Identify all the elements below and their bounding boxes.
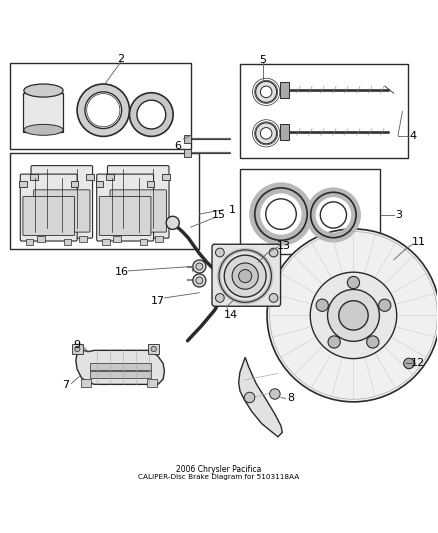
Circle shape	[328, 289, 379, 341]
Circle shape	[339, 301, 368, 330]
Bar	[106, 174, 114, 180]
Circle shape	[316, 299, 328, 311]
Bar	[184, 149, 191, 157]
Circle shape	[87, 94, 120, 127]
Bar	[72, 344, 83, 354]
Bar	[26, 239, 33, 245]
Bar	[147, 379, 156, 386]
Circle shape	[239, 270, 252, 282]
FancyBboxPatch shape	[212, 244, 281, 306]
Text: 17: 17	[151, 296, 165, 305]
Circle shape	[244, 392, 255, 403]
FancyBboxPatch shape	[20, 174, 77, 241]
Bar	[19, 181, 27, 188]
Circle shape	[151, 346, 156, 352]
Bar	[23, 93, 63, 132]
Circle shape	[267, 229, 438, 402]
Text: 14: 14	[224, 310, 238, 319]
Text: 15: 15	[212, 210, 226, 220]
Circle shape	[378, 299, 391, 311]
Circle shape	[166, 216, 179, 229]
Text: 3: 3	[396, 210, 403, 220]
Bar	[240, 169, 380, 254]
Circle shape	[328, 336, 340, 348]
Bar	[11, 153, 199, 249]
Bar	[113, 236, 121, 242]
Circle shape	[137, 100, 166, 129]
Bar	[71, 181, 78, 188]
Text: CALIPER-Disc Brake Diagram for 5103118AA: CALIPER-Disc Brake Diagram for 5103118AA	[138, 474, 300, 480]
Bar	[148, 344, 159, 354]
Bar	[140, 239, 147, 245]
Polygon shape	[76, 350, 164, 384]
Circle shape	[269, 248, 278, 257]
Polygon shape	[239, 357, 283, 437]
Text: 7: 7	[62, 380, 69, 390]
Bar	[240, 64, 408, 158]
FancyBboxPatch shape	[107, 166, 169, 238]
Circle shape	[193, 260, 206, 273]
Bar	[37, 236, 45, 242]
Circle shape	[130, 93, 173, 136]
Text: 2: 2	[117, 54, 124, 64]
Text: 1: 1	[229, 205, 236, 215]
Circle shape	[404, 358, 414, 369]
FancyBboxPatch shape	[31, 166, 92, 238]
Circle shape	[196, 277, 203, 284]
Circle shape	[215, 248, 224, 257]
Circle shape	[75, 346, 80, 352]
Bar	[64, 239, 71, 245]
Bar	[86, 174, 94, 180]
Circle shape	[260, 127, 272, 139]
Text: 8: 8	[287, 393, 295, 403]
Bar	[96, 181, 103, 188]
Text: 13: 13	[277, 240, 291, 251]
Bar	[102, 239, 110, 245]
Bar	[90, 372, 151, 378]
Circle shape	[224, 255, 266, 297]
Bar	[155, 236, 163, 242]
Text: 4: 4	[410, 131, 417, 141]
Bar	[81, 379, 91, 386]
Circle shape	[269, 294, 278, 302]
Bar	[90, 362, 151, 369]
Text: 6: 6	[174, 141, 181, 151]
Bar	[30, 174, 38, 180]
Text: 2006 Chrysler Pacifica: 2006 Chrysler Pacifica	[177, 465, 261, 474]
Circle shape	[347, 277, 360, 289]
Circle shape	[260, 86, 272, 98]
Bar	[147, 181, 155, 188]
Ellipse shape	[24, 84, 63, 97]
Circle shape	[256, 82, 277, 102]
Bar	[184, 135, 191, 143]
Circle shape	[232, 263, 258, 289]
Circle shape	[196, 263, 203, 270]
FancyBboxPatch shape	[34, 190, 90, 232]
Circle shape	[193, 274, 206, 287]
Ellipse shape	[24, 124, 63, 135]
Text: 5: 5	[259, 55, 266, 66]
Bar	[79, 236, 87, 242]
FancyBboxPatch shape	[23, 196, 74, 236]
Circle shape	[310, 272, 397, 359]
Circle shape	[256, 123, 277, 144]
FancyBboxPatch shape	[99, 196, 151, 236]
FancyBboxPatch shape	[110, 190, 166, 232]
Circle shape	[215, 294, 224, 302]
Bar	[280, 124, 289, 140]
Circle shape	[367, 336, 379, 348]
Circle shape	[77, 84, 130, 136]
Circle shape	[85, 92, 122, 128]
Bar	[280, 82, 289, 98]
FancyBboxPatch shape	[97, 174, 154, 241]
Text: 11: 11	[412, 238, 426, 247]
Text: 16: 16	[115, 266, 129, 277]
Text: 9: 9	[74, 340, 81, 350]
Bar	[162, 174, 170, 180]
Circle shape	[270, 389, 280, 399]
Bar	[11, 63, 191, 149]
Text: 12: 12	[410, 358, 425, 368]
